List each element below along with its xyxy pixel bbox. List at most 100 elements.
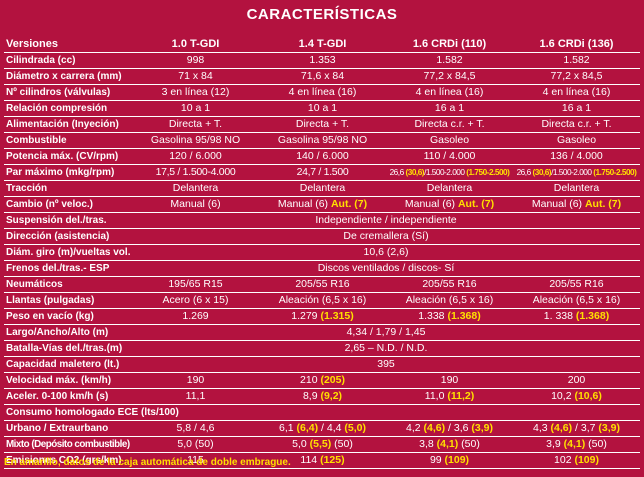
table-cell: Aleación (6,5 x 16) bbox=[513, 293, 640, 309]
automatic-value: (30,6) bbox=[405, 168, 425, 177]
value-text: 24,7 / 1.500 bbox=[296, 166, 349, 178]
table-cell: 190 bbox=[386, 373, 513, 389]
table-cell: 110 / 4.000 bbox=[386, 149, 513, 165]
row-label: Capacidad maletero (lt.) bbox=[6, 359, 120, 370]
table-row: Velocidad máx. (km/h) 190 210 (205) 190 200 bbox=[4, 373, 640, 389]
automatic-value: (109) bbox=[574, 454, 599, 466]
table-cell: 140 / 6.000 bbox=[259, 149, 386, 165]
value-text: Gasoleo bbox=[556, 134, 597, 146]
table-row: Suspensión del./tras. Independiente / ind… bbox=[4, 213, 640, 229]
value-text: 99 bbox=[429, 454, 445, 466]
automatic-value: (3,9) bbox=[598, 422, 620, 434]
table-cell: Directa + T. bbox=[259, 117, 386, 133]
automatic-value: (4,1) bbox=[436, 438, 459, 450]
value-text: 190 bbox=[440, 374, 459, 386]
row-label: Par máximo (mkg/rpm) bbox=[6, 167, 115, 178]
value-text: 1. 338 bbox=[543, 310, 576, 322]
table-cell: Manual (6) Aut. (7) bbox=[513, 197, 640, 213]
table-row: Consumo homologado ECE (lts/100) bbox=[4, 405, 640, 421]
value-text: 4,3 bbox=[533, 422, 551, 434]
value-text: 6,1 bbox=[279, 422, 297, 434]
value-text: Directa + T. bbox=[295, 118, 350, 130]
value-text: 4 en línea (16) bbox=[542, 86, 611, 98]
table-cell: 71 x 84 bbox=[132, 69, 259, 85]
table-cell: 3 en línea (12) bbox=[132, 85, 259, 101]
row-label: Emisiones CO2 (grs/km) bbox=[6, 455, 122, 466]
value-text: 1.269 bbox=[182, 310, 209, 322]
value-text: / 3,7 bbox=[572, 422, 599, 434]
automatic-value: (3,9) bbox=[471, 422, 493, 434]
table-row: Alimentación (Inyeción) Directa + T. Direc… bbox=[4, 117, 640, 133]
column-header: Versiones bbox=[6, 38, 58, 50]
value-text: 4 en línea (16) bbox=[288, 86, 357, 98]
automatic-value: (5,0) bbox=[344, 422, 366, 434]
table-row: Mixto (Depósito combustible) 5,0 (50) 5,0 … bbox=[4, 437, 640, 453]
automatic-value: (4,1) bbox=[563, 438, 586, 450]
table-cell: Gasoleo bbox=[513, 133, 640, 149]
table-cell: 1. 338 (1.368) bbox=[513, 309, 640, 325]
row-label: Dirección (asistencia) bbox=[6, 231, 110, 242]
table-cell: 5,8 / 4,6 bbox=[132, 421, 259, 437]
row-label: Neumáticos bbox=[6, 279, 63, 290]
value-text: Aleación (6,5 x 16) bbox=[405, 294, 494, 306]
value-text: 16 a 1 bbox=[561, 102, 592, 114]
value-text: (50) bbox=[585, 438, 607, 450]
row-label: Tracción bbox=[6, 183, 48, 194]
row-label: Cambio (nº veloc.) bbox=[6, 199, 93, 210]
value-text: 1.582 bbox=[563, 54, 590, 66]
table-cell: 115 bbox=[132, 453, 259, 469]
table-row: Diámetro x carrera (mm) 71 x 84 71,6 x 84 7… bbox=[4, 69, 640, 85]
table-cell: Delantera bbox=[259, 181, 386, 197]
value-text: Delantera bbox=[553, 182, 600, 194]
value-text: Delantera bbox=[172, 182, 219, 194]
row-label: Aceler. 0-100 km/h (s) bbox=[6, 391, 109, 402]
value-text: 26,6 bbox=[389, 168, 406, 177]
value-text: 11,1 bbox=[185, 390, 206, 402]
value-text: Aleación (6,5 x 16) bbox=[532, 294, 621, 306]
value-text: Manual (6) bbox=[277, 198, 331, 210]
table-cell: 11,1 bbox=[132, 389, 259, 405]
automatic-value: (1.750-2.500) bbox=[466, 168, 510, 177]
automatic-value: (4,6) bbox=[550, 422, 573, 434]
value-text: Directa + T. bbox=[168, 118, 223, 130]
table-cell: Gasoleo bbox=[386, 133, 513, 149]
table-cell: 10 a 1 bbox=[259, 101, 386, 117]
table-cell: 16 a 1 bbox=[513, 101, 640, 117]
table-cell: 10 a 1 bbox=[132, 101, 259, 117]
table-cell: 16 a 1 bbox=[386, 101, 513, 117]
table-cell: 136 / 4.000 bbox=[513, 149, 640, 165]
table-cell: 4 en línea (16) bbox=[259, 85, 386, 101]
column-header: 1.6 CRDi (110) bbox=[412, 38, 487, 50]
table-cell: 71,6 x 84 bbox=[259, 69, 386, 85]
column-header: 1.0 T-GDI bbox=[171, 38, 220, 50]
table-row: Diám. giro (m)/vueltas vol. 10,6 (2,6) bbox=[4, 245, 640, 261]
row-label: Frenos del./tras.- ESP bbox=[6, 263, 110, 274]
value-text: 3 en línea (12) bbox=[161, 86, 230, 98]
table-cell: De cremallera (Sí) bbox=[132, 229, 640, 245]
value-text: 200 bbox=[567, 374, 586, 386]
value-text: 8,9 bbox=[302, 390, 321, 402]
value-text: 71 x 84 bbox=[178, 70, 213, 82]
column-header: 1.6 CRDi (136) bbox=[539, 38, 614, 50]
automatic-value: (1.315) bbox=[320, 310, 354, 322]
table-cell: Directa + T. bbox=[132, 117, 259, 133]
table-row: Llantas (pulgadas) Acero (6 x 15) Aleación… bbox=[4, 293, 640, 309]
row-label: Relación compresión bbox=[6, 103, 108, 114]
value-text: (50) bbox=[331, 438, 353, 450]
automatic-value: (1.750-2.500) bbox=[593, 168, 637, 177]
table-cell: Directa c.r. + T. bbox=[386, 117, 513, 133]
table-row: Combustible Gasolina 95/98 NO Gasolina 95/… bbox=[4, 133, 640, 149]
row-label: Batalla-Vías del./tras.(m) bbox=[6, 343, 123, 354]
value-text: 11,0 bbox=[424, 390, 448, 402]
value-text: Manual (6) bbox=[170, 198, 221, 210]
table-cell: 5,0 (5,5) (50) bbox=[259, 437, 386, 453]
table-cell: Delantera bbox=[513, 181, 640, 197]
table-row: Emisiones CO2 (grs/km) 115 114 (125) 99 (10… bbox=[4, 453, 640, 469]
value-text: De cremallera (Sí) bbox=[343, 230, 429, 242]
value-text: 140 / 6.000 bbox=[296, 150, 349, 162]
value-text: 205/55 R16 bbox=[549, 278, 604, 290]
table-row: Cambio (nº veloc.) Manual (6) Manual (6) A… bbox=[4, 197, 640, 213]
table-cell: Manual (6) Aut. (7) bbox=[259, 197, 386, 213]
table-cell: 200 bbox=[513, 373, 640, 389]
